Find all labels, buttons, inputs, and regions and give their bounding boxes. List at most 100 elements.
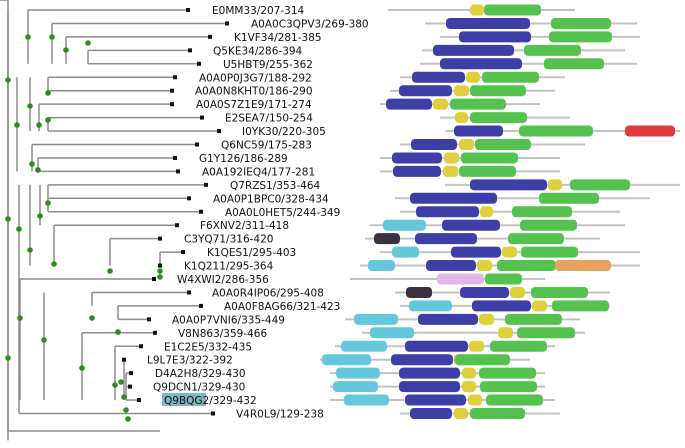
domain-green[interactable] <box>470 112 527 124</box>
domain-blue[interactable] <box>392 152 442 164</box>
domain-green[interactable] <box>539 192 599 204</box>
domain-yellow[interactable] <box>466 71 480 83</box>
domain-pink[interactable] <box>437 273 484 285</box>
domain-blue[interactable] <box>472 300 531 312</box>
sequence-label[interactable]: K1VF34/281-385 <box>234 32 322 44</box>
domain-yellow[interactable] <box>510 286 525 298</box>
domain-yellow[interactable] <box>443 165 458 177</box>
domain-blue[interactable] <box>399 381 460 393</box>
domain-red[interactable] <box>625 125 675 137</box>
sequence-label[interactable]: Q9DCN1/329-430 <box>153 382 245 394</box>
domain-green[interactable] <box>470 408 525 419</box>
domain-green[interactable] <box>480 381 537 393</box>
domain-green[interactable] <box>455 354 510 366</box>
domain-green[interactable] <box>482 71 539 83</box>
domain-green[interactable] <box>479 367 536 379</box>
domain-green[interactable] <box>450 98 506 110</box>
domain-yellow[interactable] <box>454 408 468 419</box>
domain-blue[interactable] <box>416 206 479 218</box>
domain-yellow[interactable] <box>462 367 476 379</box>
domain-blue[interactable] <box>399 367 460 379</box>
domain-cyan[interactable] <box>333 381 378 393</box>
domain-green[interactable] <box>505 313 562 325</box>
sequence-label[interactable]: Q7RZS1/353-464 <box>230 180 321 192</box>
domain-green[interactable] <box>531 286 588 298</box>
domain-green[interactable] <box>520 219 577 231</box>
domain-blue[interactable] <box>405 394 466 406</box>
domain-blue[interactable] <box>418 313 478 325</box>
sequence-label[interactable]: E2SEA7/150-254 <box>225 113 313 125</box>
domain-green[interactable] <box>490 340 547 352</box>
sequence-label[interactable]: Q5KE34/286-394 <box>213 45 303 57</box>
sequence-label[interactable]: A0A0F8AG66/321-423 <box>224 301 340 313</box>
sequence-label[interactable]: A0A0C3QPV3/269-380 <box>251 18 369 30</box>
domain-blue[interactable] <box>440 58 522 70</box>
domain-green[interactable] <box>521 246 578 258</box>
domain-cyan[interactable] <box>368 260 395 272</box>
domain-green[interactable] <box>524 44 581 56</box>
domain-cyan[interactable] <box>354 313 398 325</box>
domain-yellow[interactable] <box>459 139 474 150</box>
domain-orange[interactable] <box>555 260 611 272</box>
sequence-label[interactable]: Q9BQG2/329-432 <box>164 395 257 407</box>
sequence-label[interactable]: K1QES1/295-403 <box>207 247 296 259</box>
domain-cyan[interactable] <box>336 367 380 379</box>
domain-green[interactable] <box>475 139 531 150</box>
domain-blue[interactable] <box>391 354 453 366</box>
domain-blue[interactable] <box>405 340 468 352</box>
domain-blue[interactable] <box>399 85 452 97</box>
domain-green[interactable] <box>486 394 543 406</box>
domain-blue[interactable] <box>454 125 503 137</box>
domain-yellow[interactable] <box>498 327 513 339</box>
sequence-label[interactable]: A0A0L0HET5/244-349 <box>225 207 340 219</box>
sequence-label[interactable]: V4R0L9/129-238 <box>236 409 324 421</box>
domain-blue[interactable] <box>460 286 509 298</box>
sequence-label[interactable]: W4XWI2/286-356 <box>177 274 269 286</box>
domain-blue[interactable] <box>410 192 497 204</box>
domain-cyan[interactable] <box>341 340 387 352</box>
domain-blue[interactable] <box>459 31 531 43</box>
sequence-label[interactable]: D4A2H8/329-430 <box>155 368 246 380</box>
sequence-label[interactable]: F6XNV2/311-418 <box>200 220 289 232</box>
domain-yellow[interactable] <box>477 260 492 272</box>
sequence-label[interactable]: A0A0R4IP06/295-408 <box>212 287 324 299</box>
sequence-label[interactable]: K1Q211/295-364 <box>184 261 274 273</box>
domain-green[interactable] <box>549 31 612 43</box>
sequence-label[interactable]: A0A0S7Z1E9/171-274 <box>196 99 312 111</box>
domain-blue[interactable] <box>410 408 452 419</box>
domain-yellow[interactable] <box>470 4 484 16</box>
sequence-label[interactable]: Q6NC59/175-283 <box>221 140 312 152</box>
domain-yellow[interactable] <box>532 300 547 312</box>
domain-blue[interactable] <box>446 17 530 29</box>
domain-cyan[interactable] <box>344 394 389 406</box>
domain-blue[interactable] <box>442 219 500 231</box>
sequence-label[interactable]: A0A0P1BPC0/328-434 <box>213 193 329 205</box>
sequence-label[interactable]: I0YK30/220-305 <box>242 126 326 138</box>
domain-yellow[interactable] <box>433 98 448 110</box>
sequence-label[interactable]: C3YQ71/316-420 <box>184 234 273 246</box>
domain-green[interactable] <box>519 125 593 137</box>
domain-green[interactable] <box>552 300 609 312</box>
domain-yellow[interactable] <box>469 340 484 352</box>
sequence-label[interactable]: A0A0P0J3G7/188-292 <box>199 72 312 84</box>
sequence-label[interactable]: U5HBT9/255-362 <box>223 59 313 71</box>
sequence-label[interactable]: A0A0N8KHT0/186-290 <box>195 86 313 98</box>
sequence-label[interactable]: V8N863/359-466 <box>178 328 267 340</box>
domain-green[interactable] <box>484 4 541 16</box>
sequence-label[interactable]: A0A192IEQ4/177-281 <box>202 166 315 178</box>
domain-yellow[interactable] <box>468 394 482 406</box>
domain-yellow[interactable] <box>444 152 459 164</box>
domain-blue[interactable] <box>412 71 465 83</box>
domain-green[interactable] <box>544 58 604 70</box>
domain-dark[interactable] <box>406 286 432 298</box>
domain-dark[interactable] <box>374 233 400 245</box>
domain-green[interactable] <box>508 233 564 245</box>
sequence-label[interactable]: L9L7E3/322-392 <box>147 355 233 367</box>
domain-green[interactable] <box>551 17 611 29</box>
domain-yellow[interactable] <box>548 179 562 191</box>
domain-cyan[interactable] <box>322 354 371 366</box>
sequence-label[interactable]: A0A0P7VNI6/335-449 <box>172 314 285 326</box>
sequence-label[interactable]: G1Y126/186-289 <box>199 153 288 165</box>
sequence-label[interactable]: E1C2E5/332-435 <box>164 341 252 353</box>
domain-blue[interactable] <box>470 179 547 191</box>
